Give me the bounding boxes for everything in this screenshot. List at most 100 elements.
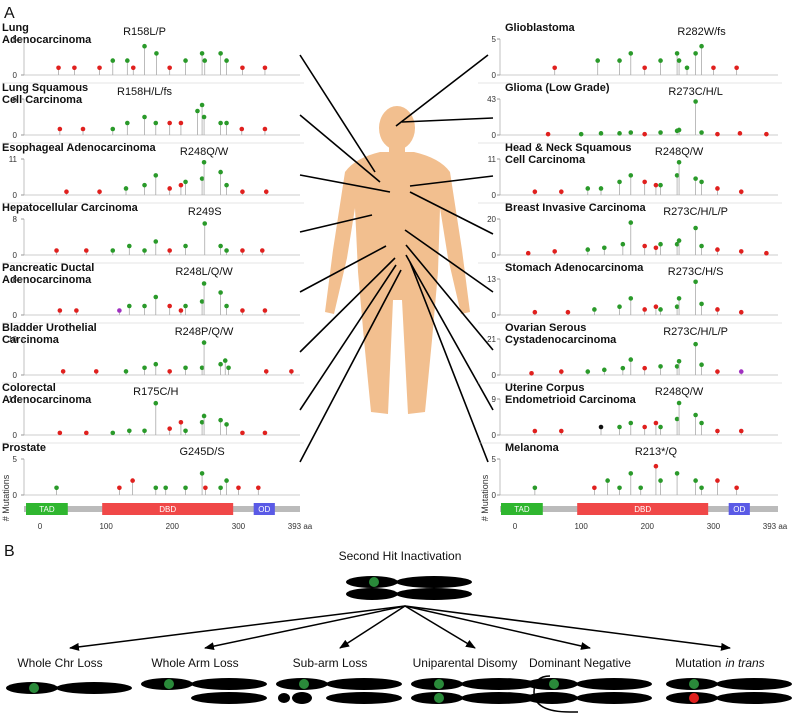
lollipop-head (628, 173, 634, 178)
mechanism-label: Mutation in trans (675, 656, 764, 670)
lollipop-head (201, 159, 207, 165)
lollipop-head (676, 358, 682, 364)
lollipop-head (153, 120, 159, 126)
y-axis-label: # Mutations (1, 474, 11, 521)
lollipop-head (84, 430, 89, 436)
y-tick-label: 0 (492, 431, 497, 440)
lollipop-head (195, 108, 200, 114)
lollipop-head (620, 365, 626, 371)
chromosome-arm (576, 692, 652, 704)
lollipop-head (218, 290, 223, 295)
lollipop-head (110, 58, 116, 63)
domain (26, 503, 68, 515)
lollipop-head (218, 485, 223, 491)
lollipop-head (130, 65, 136, 71)
panel-title: Stomach Adenocarcinoma (505, 262, 644, 274)
y-tick-label: 5 (13, 35, 18, 44)
x-tick-label: 200 (641, 522, 655, 531)
lollipop-head (676, 58, 682, 63)
lollipop-head (699, 179, 704, 185)
panel-title: Breast Invasive Carcinoma (505, 202, 647, 214)
lollipop-head (764, 131, 769, 137)
y-tick-label: 5 (492, 455, 497, 464)
chromosome-arm (326, 678, 402, 690)
lollipop-head (153, 294, 159, 300)
lollipop-head (54, 485, 59, 491)
chromosome (278, 692, 402, 704)
connector (401, 117, 494, 123)
lollipop-head (142, 43, 147, 49)
y-tick-label: 20 (487, 215, 496, 224)
lollipop-head (674, 471, 680, 476)
chromosome-arm (396, 576, 472, 588)
chromosome-arm (56, 682, 132, 694)
chromosome (141, 678, 267, 690)
chromosome-arm (526, 692, 578, 704)
lollipop-head (674, 241, 680, 247)
y-tick-label: 0 (492, 191, 497, 200)
lollipop-head (167, 369, 172, 374)
connector (299, 174, 391, 193)
chromosome-arm (191, 692, 267, 704)
hotspot-label: R248Q/W (655, 146, 704, 158)
arrow (404, 605, 591, 650)
y-tick-label: 8 (13, 275, 18, 284)
panel-title: Adenocarcinoma (2, 34, 92, 46)
lollipop-head (628, 471, 634, 476)
connector (409, 261, 489, 463)
lollipop-head (201, 340, 207, 345)
domain-label: OD (258, 505, 270, 514)
lollipop-head (699, 130, 704, 135)
mutation-dot (434, 679, 444, 689)
arrow (204, 605, 406, 651)
lollipop-head (183, 179, 188, 185)
lollipop-head (699, 362, 704, 368)
lollipop-head (699, 420, 704, 426)
lollipop-head (617, 131, 622, 136)
lollipop-head (222, 358, 228, 363)
hotspot-label: R249S (188, 206, 222, 218)
lollipop-head (218, 243, 223, 249)
lollipop-head (658, 478, 663, 483)
lollipop-head (585, 247, 591, 252)
feedback-loop (533, 675, 578, 713)
panel-title: Cell Carcinoma (505, 154, 586, 166)
connector (409, 175, 494, 187)
y-tick-label: 0 (13, 431, 18, 440)
mechanism-label: Dominant Negative (529, 656, 631, 670)
y-tick-label: 0 (13, 191, 18, 200)
chromosome (191, 692, 267, 704)
lollipop-head (127, 428, 132, 434)
lollipop-head (154, 51, 159, 56)
lollipop-head (97, 65, 102, 71)
lollipop-head (715, 247, 720, 252)
mechanism-label: Sub-arm Loss (293, 656, 368, 670)
panel-title: Uterine Corpus (505, 382, 584, 394)
y-tick-label: 43 (487, 95, 496, 104)
lollipop-head (628, 220, 634, 225)
lollipop-head (125, 120, 130, 126)
lollipop-head (658, 307, 663, 312)
chromosome-arm (461, 692, 537, 704)
lollipop-head (642, 424, 647, 430)
lollipop-head (658, 182, 663, 188)
y-tick-label: 13 (487, 275, 496, 284)
lollipop-head (218, 169, 223, 175)
lollipop-head (653, 420, 659, 426)
lollipop-head (592, 307, 597, 312)
lollipop-head (545, 131, 551, 137)
lollipop-head (224, 422, 229, 427)
lollipop-head (199, 102, 205, 108)
lollipop-head (289, 369, 294, 374)
lollipop-head (218, 120, 223, 126)
hotspot-label: G245D/S (179, 446, 224, 458)
lollipop-head (199, 176, 205, 181)
mutation-dot (29, 683, 39, 693)
lollipop-head (693, 279, 698, 285)
domain-label: DBD (159, 505, 176, 514)
panel-title: Adenocarcinoma (2, 274, 92, 286)
lollipop-head (130, 478, 135, 483)
chromosome (346, 588, 472, 600)
lollipop-head (737, 131, 743, 136)
lollipop-head (715, 307, 720, 312)
